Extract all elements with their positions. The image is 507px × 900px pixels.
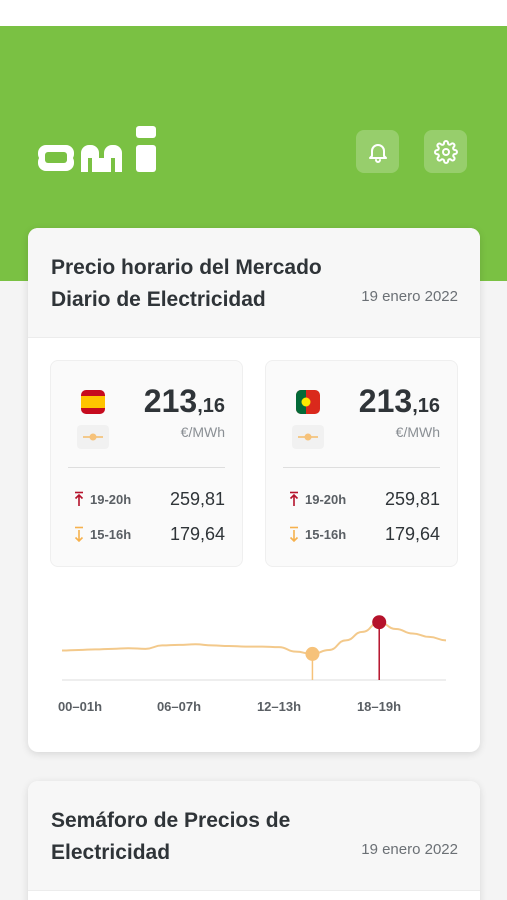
x-tick-label: 00–01h — [58, 699, 102, 714]
card-date: 19 enero 2022 — [361, 288, 458, 305]
card-header: Semáforo de Precios de Electricidad 19 e… — [28, 781, 480, 891]
min-hour: 15-16h — [90, 527, 132, 542]
price-traffic-light-card[interactable]: Semáforo de Precios de Electricidad 19 e… — [28, 781, 480, 900]
card-title: Semáforo de Precios de Electricidad — [51, 809, 291, 864]
arrow-up-icon — [289, 491, 299, 506]
spain-flag-icon — [81, 390, 105, 414]
price-decimal: ,16 — [197, 395, 225, 417]
max-value: 259,81 — [169, 489, 225, 509]
x-tick-label: 12–13h — [257, 699, 301, 714]
price-decimal: ,16 — [412, 395, 440, 417]
min-value: 179,64 — [384, 524, 440, 544]
hourly-price-chart[interactable]: 00–01h 06–07h 12–13h 18–19h — [28, 590, 480, 720]
price-integer: 213 — [358, 383, 413, 419]
price-unit: €/MWh — [395, 424, 440, 440]
trend-flat-icon — [292, 425, 324, 449]
portugal-flag-icon — [296, 390, 320, 414]
min-price-row: 15-16h 179,64 — [73, 524, 225, 546]
max-value: 259,81 — [384, 489, 440, 509]
trend-flat-icon — [77, 425, 109, 449]
max-price-marker[interactable] — [372, 615, 387, 630]
price-series-line — [61, 621, 447, 655]
max-hour: 19-20h — [305, 492, 347, 507]
arrow-up-icon — [74, 491, 84, 506]
arrow-down-icon — [74, 526, 84, 542]
divider — [68, 467, 225, 468]
price-integer: 213 — [143, 383, 198, 419]
arrow-down-icon — [289, 526, 299, 542]
divider — [283, 467, 440, 468]
portugal-price: 213,16 — [359, 383, 440, 420]
min-price-row: 15-16h 179,64 — [288, 524, 440, 546]
status-bar — [0, 0, 507, 26]
spain-price: 213,16 — [144, 383, 225, 420]
x-tick-label: 06–07h — [157, 699, 201, 714]
daily-market-price-card[interactable]: Precio horario del Mercado Diario de Ele… — [28, 228, 480, 752]
min-hour: 15-16h — [305, 527, 347, 542]
min-value: 179,64 — [169, 524, 225, 544]
gear-icon — [433, 139, 458, 164]
notifications-button[interactable] — [356, 130, 399, 173]
portugal-price-box[interactable]: 213,16 €/MWh 19-20h 259,81 15-16h 179,64 — [265, 360, 458, 567]
max-price-row: 19-20h 259,81 — [288, 489, 440, 511]
card-header: Precio horario del Mercado Diario de Ele… — [28, 228, 480, 338]
omi-logo — [38, 126, 160, 172]
max-hour: 19-20h — [90, 492, 132, 507]
card-date: 19 enero 2022 — [361, 841, 458, 858]
max-price-row: 19-20h 259,81 — [73, 489, 225, 511]
card-title: Precio horario del Mercado Diario de Ele… — [51, 256, 322, 311]
settings-button[interactable] — [424, 130, 467, 173]
min-price-marker[interactable] — [305, 646, 320, 661]
price-unit: €/MWh — [180, 424, 225, 440]
bell-icon — [368, 143, 387, 163]
x-tick-label: 18–19h — [357, 699, 401, 714]
spain-price-box[interactable]: 213,16 €/MWh 19-20h 259,81 15-16h 179,64 — [50, 360, 243, 567]
